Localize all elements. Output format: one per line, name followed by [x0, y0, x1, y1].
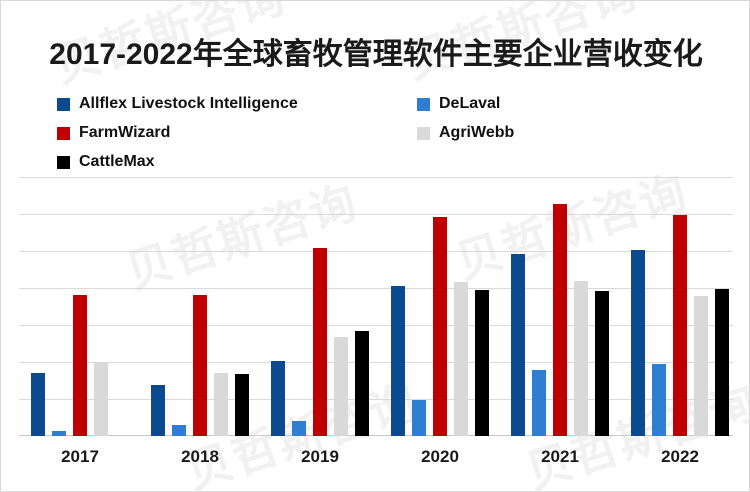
bar[interactable] — [235, 374, 249, 436]
bar[interactable] — [673, 215, 687, 436]
bar[interactable] — [475, 290, 489, 436]
x-axis-tick-label: 2022 — [661, 447, 699, 466]
bar[interactable] — [214, 373, 228, 436]
legend-swatch-icon — [57, 155, 70, 169]
x-axis-tick-label: 2021 — [541, 447, 579, 466]
bar[interactable] — [391, 286, 405, 436]
bar[interactable] — [574, 281, 588, 436]
gridline — [19, 399, 733, 400]
x-axis-tick-label: 2018 — [181, 447, 219, 466]
gridline — [19, 362, 733, 363]
plot-area — [19, 177, 733, 436]
chart-title: 2017-2022年全球畜牧管理软件主要企业营收变化 — [49, 38, 703, 71]
x-axis-line — [19, 435, 733, 436]
legend-item-label: CattleMax — [79, 153, 155, 170]
bar[interactable] — [73, 295, 87, 436]
x-axis-tick-label: 2020 — [421, 447, 459, 466]
bar[interactable] — [193, 295, 207, 436]
legend-item[interactable]: CattleMax — [57, 149, 417, 175]
bar[interactable] — [292, 421, 306, 436]
legend-item[interactable]: Allflex Livestock Intelligence — [57, 91, 417, 117]
x-axis-tick-label: 2017 — [61, 447, 99, 466]
legend-swatch-icon — [57, 126, 70, 140]
legend-swatch-icon — [57, 97, 70, 111]
legend-item[interactable]: AgriWebb — [417, 120, 667, 146]
bar[interactable] — [31, 373, 45, 436]
bar[interactable] — [454, 282, 468, 436]
bar[interactable] — [532, 370, 546, 436]
legend-item-label: DeLaval — [439, 95, 501, 112]
bar[interactable] — [433, 217, 447, 436]
bar[interactable] — [715, 289, 729, 436]
chart-legend: Allflex Livestock Intelligence DeLaval Far… — [57, 91, 677, 178]
gridline — [19, 251, 733, 252]
bar[interactable] — [511, 254, 525, 436]
gridline — [19, 325, 733, 326]
gridline — [19, 177, 733, 178]
x-axis-labels: 2017 2018 2019 2020 2021 2022 — [19, 447, 733, 475]
bar[interactable] — [172, 425, 186, 436]
bar[interactable] — [334, 337, 348, 436]
bar[interactable] — [553, 204, 567, 436]
legend-item-label: Allflex Livestock Intelligence — [79, 95, 298, 112]
legend-item-label: FarmWizard — [79, 124, 171, 141]
legend-swatch-icon — [417, 97, 430, 111]
legend-item-label: AgriWebb — [439, 124, 515, 141]
legend-item[interactable]: FarmWizard — [57, 120, 417, 146]
bar[interactable] — [652, 364, 666, 436]
bar[interactable] — [94, 362, 108, 436]
bar[interactable] — [694, 296, 708, 436]
legend-item[interactable]: DeLaval — [417, 91, 667, 117]
bar[interactable] — [595, 291, 609, 436]
bar[interactable] — [412, 400, 426, 436]
legend-swatch-icon — [417, 126, 430, 140]
bar[interactable] — [355, 331, 369, 436]
bar[interactable] — [151, 385, 165, 436]
gridline — [19, 288, 733, 289]
bar[interactable] — [313, 248, 327, 436]
bar[interactable] — [631, 250, 645, 436]
x-axis-tick-label: 2019 — [301, 447, 339, 466]
gridline — [19, 214, 733, 215]
bar[interactable] — [52, 431, 66, 436]
bar[interactable] — [271, 361, 285, 436]
